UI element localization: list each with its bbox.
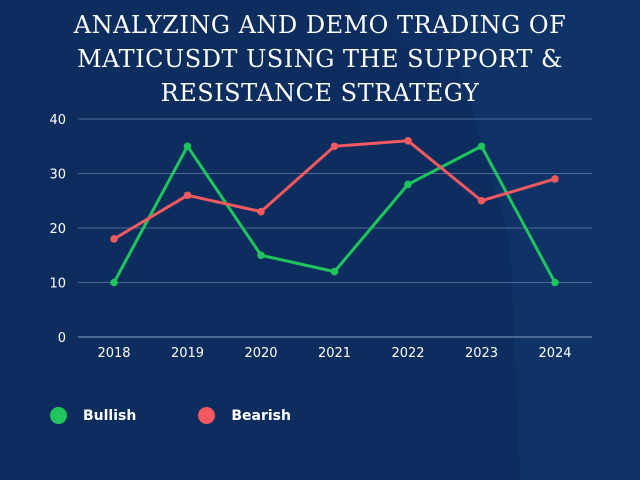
series-line-bearish <box>112 139 557 241</box>
legend-label-bearish: Bearish <box>231 407 291 424</box>
data-point-bearish-2022 <box>404 137 412 145</box>
data-point-bearish-2023 <box>477 196 486 205</box>
y-tick-label-20: 20 <box>49 222 66 237</box>
series-line-bullish <box>112 144 557 284</box>
data-point-bullish-2022 <box>404 180 412 189</box>
data-point-bearish-2020 <box>257 207 265 216</box>
chart-title-line-1: ANALYZING AND DEMO TRADING OF <box>73 11 567 39</box>
data-point-bullish-2018 <box>110 278 118 287</box>
x-tick-label-2020: 2020 <box>244 346 277 361</box>
data-point-bearish-2019 <box>183 191 192 200</box>
legend-item-bearish: Bearish <box>198 407 291 424</box>
chart-legend: Bullish Bearish <box>50 407 353 424</box>
legend-label-bullish: Bullish <box>83 407 137 424</box>
data-point-bearish-2024 <box>551 175 559 183</box>
data-point-bearish-2018 <box>110 235 118 243</box>
data-point-bullish-2019 <box>183 142 192 151</box>
x-tick-label-2022: 2022 <box>391 346 424 361</box>
legend-marker-bullish <box>50 407 67 424</box>
x-tick-label-2018: 2018 <box>97 346 130 361</box>
data-point-bullish-2023 <box>477 142 486 151</box>
y-tick-label-10: 10 <box>49 277 66 292</box>
x-tick-label-2023: 2023 <box>465 346 498 361</box>
x-tick-label-2021: 2021 <box>318 346 351 361</box>
data-point-bullish-2020 <box>257 251 265 260</box>
y-tick-label-0: 0 <box>58 331 66 346</box>
chart-title-line-3: RESISTANCE STRATEGY <box>160 79 480 107</box>
x-tick-label-2019: 2019 <box>171 346 204 361</box>
chart-title: ANALYZING AND DEMO TRADING OF MATICUSDT … <box>0 8 640 110</box>
data-point-bearish-2021 <box>330 142 339 151</box>
legend-item-bullish: Bullish <box>50 407 136 424</box>
data-point-bullish-2021 <box>330 267 339 276</box>
data-point-bullish-2024 <box>551 278 559 287</box>
chart-title-line-2: MATICUSDT USING THE SUPPORT & <box>77 45 563 73</box>
x-tick-label-2024: 2024 <box>538 346 571 361</box>
y-tick-label-40: 40 <box>49 113 66 128</box>
legend-marker-bearish <box>198 407 216 424</box>
y-tick-label-30: 30 <box>49 168 66 183</box>
